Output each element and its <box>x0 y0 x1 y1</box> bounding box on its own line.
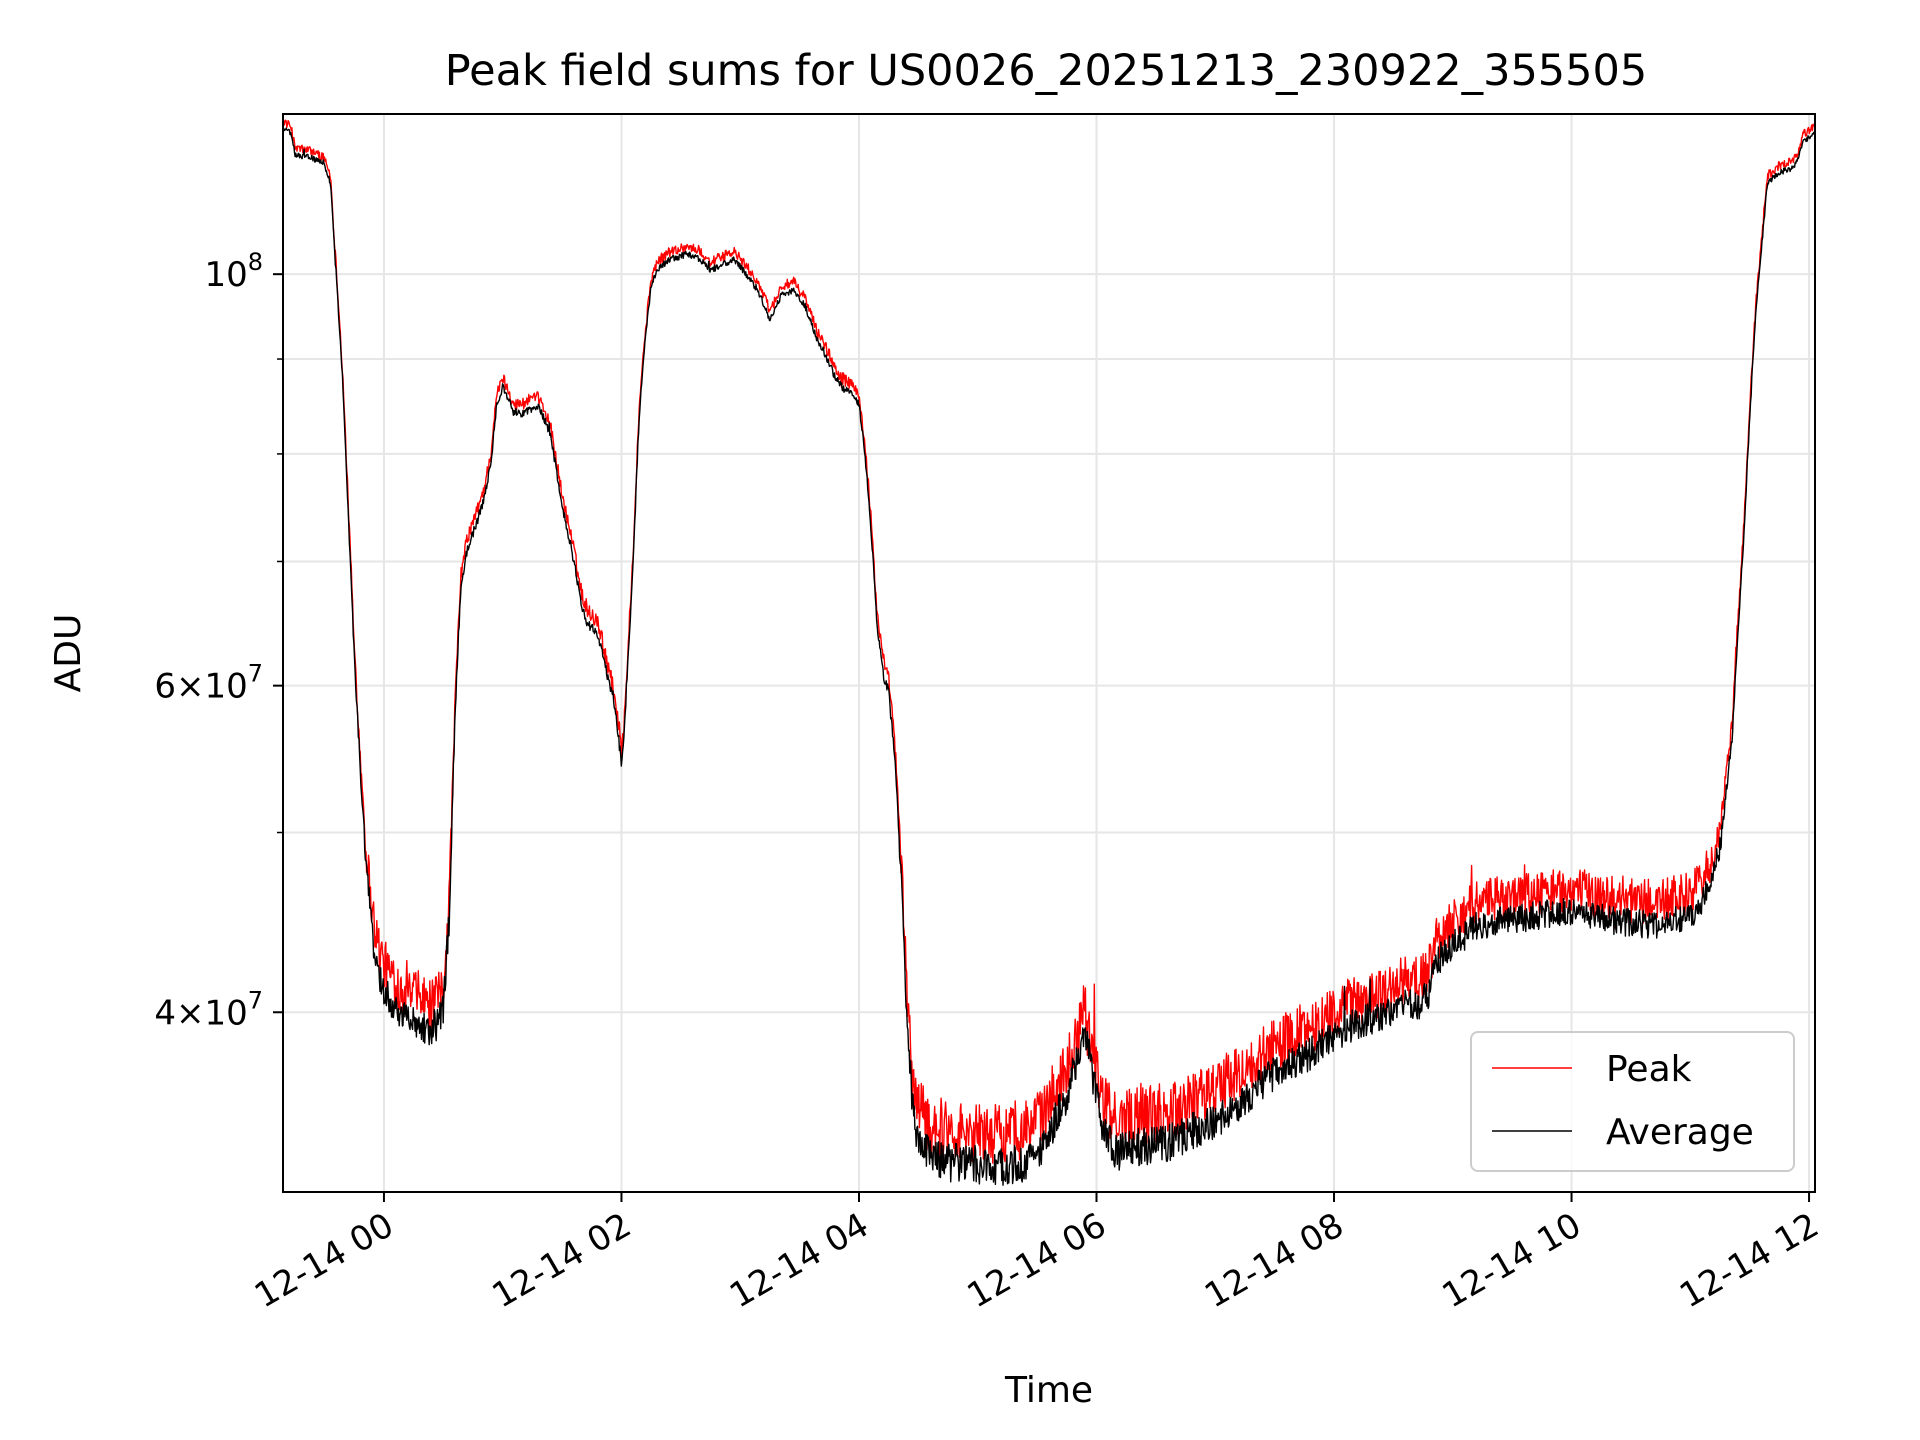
series-layer <box>283 119 1815 1186</box>
y-axis-label: ADU <box>48 614 89 693</box>
grid-lines <box>283 114 1815 1192</box>
legend-label-peak: Peak <box>1606 1049 1692 1090</box>
y-tick-label: 6×107 <box>154 660 263 707</box>
y-axis-ticks: 108 6×107 4×107 <box>154 248 283 1033</box>
plot-frame <box>282 113 1816 1193</box>
y-tick-label: 4×107 <box>154 986 263 1033</box>
series-line-average <box>283 127 1815 1186</box>
legend-label-average: Average <box>1606 1112 1754 1153</box>
legend-box <box>1470 1031 1795 1172</box>
legend: Peak Average <box>1470 1031 1795 1172</box>
chart-title: Peak field sums for US0026_20251213_2309… <box>445 46 1648 96</box>
x-axis-label: Time <box>1004 1370 1093 1411</box>
series-line-peak <box>283 119 1815 1164</box>
y-tick-label: 108 <box>204 248 263 295</box>
